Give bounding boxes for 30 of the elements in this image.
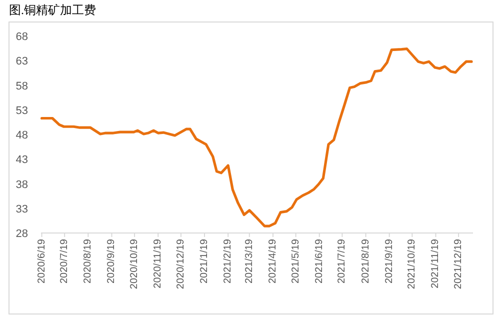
y-tick-label: 48 [16, 130, 28, 142]
y-tick-label: 43 [16, 154, 28, 166]
x-tick-label: 2021/1/19 [199, 238, 210, 284]
x-tick-label: 2021/2/19 [222, 238, 234, 284]
x-tick-label: 2020/6/19 [36, 238, 48, 284]
x-tick-label: 2020/12/19 [175, 238, 186, 290]
x-tick-label: 2021/12/19 [453, 238, 464, 290]
y-tick-label: 33 [16, 203, 28, 216]
y-tick-label: 63 [16, 56, 28, 68]
x-tick-label: 2020/7/19 [59, 238, 70, 284]
chart-title: 图.铜精矿加工费 [9, 3, 96, 17]
x-tick-label: 2021/7/19 [336, 238, 348, 284]
x-tick-label: 2020/9/19 [106, 238, 118, 284]
y-tick-label: 58 [16, 80, 28, 92]
x-tick-label: 2021/6/19 [314, 238, 325, 284]
x-tick-label: 2021/11/19 [430, 238, 442, 288]
line-series [40, 48, 473, 228]
x-tick-label: 2021/3/19 [244, 238, 255, 284]
x-tick-label: 2020/8/19 [82, 238, 94, 284]
x-tick-label: 2021/8/19 [360, 238, 372, 284]
x-tick-label: 2021/10/19 [406, 238, 418, 290]
x-tick-label: 2021/9/19 [384, 238, 395, 284]
y-tick-label: 53 [16, 104, 28, 117]
y-tick-label: 28 [16, 228, 28, 240]
x-tick-label: 2021/4/19 [267, 238, 278, 284]
x-tick-label: 2020/11/19 [152, 238, 164, 288]
y-tick-label: 68 [16, 31, 28, 43]
x-tick-label: 2021/5/19 [290, 238, 302, 284]
y-tick-label: 38 [16, 178, 28, 191]
x-tick-label: 2020/10/19 [129, 238, 140, 290]
